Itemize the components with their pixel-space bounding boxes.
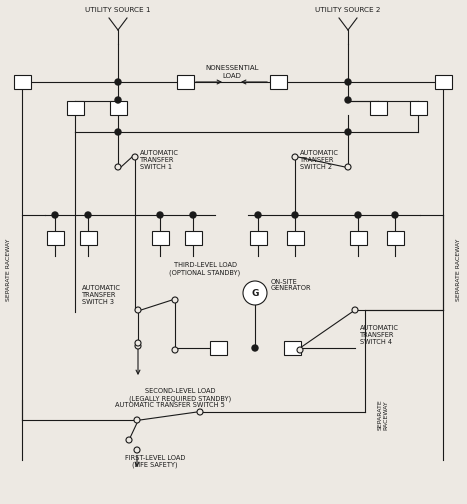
Text: AUTOMATIC
TRANSFER
SWITCH 1: AUTOMATIC TRANSFER SWITCH 1 [140,150,179,170]
Circle shape [243,281,267,305]
Bar [177,75,193,89]
Bar [283,341,300,355]
Circle shape [172,347,178,353]
Circle shape [157,212,163,218]
Circle shape [292,154,298,160]
Text: NONESSENTIAL
LOAD: NONESSENTIAL LOAD [205,66,259,79]
Text: SEPARATE RACEWAY: SEPARATE RACEWAY [455,239,460,301]
Circle shape [132,154,138,160]
Circle shape [352,307,358,313]
Text: SECOND-LEVEL LOAD
(LEGALLY REQUIRED STANDBY): SECOND-LEVEL LOAD (LEGALLY REQUIRED STAN… [129,388,231,402]
Circle shape [252,345,258,351]
Bar [47,231,64,245]
Circle shape [52,212,58,218]
Text: FIRST-LEVEL LOAD
(LIFE SAFETY): FIRST-LEVEL LOAD (LIFE SAFETY) [125,455,185,469]
Circle shape [345,97,351,103]
Text: AUTOMATIC
TRANSFER
SWITCH 2: AUTOMATIC TRANSFER SWITCH 2 [300,150,339,170]
Circle shape [172,297,178,303]
Text: UTILITY SOURCE 1: UTILITY SOURCE 1 [85,7,151,13]
Circle shape [345,129,351,135]
Text: ON-SITE
GENERATOR: ON-SITE GENERATOR [271,279,311,291]
Bar [249,231,267,245]
Circle shape [115,97,121,103]
Bar [109,101,127,115]
Bar [151,231,169,245]
Bar [79,231,97,245]
Text: G: G [251,288,259,297]
Circle shape [197,409,203,415]
Circle shape [190,212,196,218]
Bar [349,231,367,245]
Circle shape [135,340,141,346]
Circle shape [355,212,361,218]
Circle shape [85,212,91,218]
Circle shape [135,307,141,313]
Text: AUTOMATIC
TRANSFER
SWITCH 4: AUTOMATIC TRANSFER SWITCH 4 [360,325,399,345]
Text: UTILITY SOURCE 2: UTILITY SOURCE 2 [315,7,381,13]
Text: SEPARATE
RACEWAY: SEPARATE RACEWAY [378,400,389,430]
Circle shape [255,212,261,218]
Circle shape [292,212,298,218]
Circle shape [345,79,351,85]
Circle shape [115,129,121,135]
Bar [434,75,452,89]
Bar [369,101,387,115]
Circle shape [115,164,121,170]
Bar [210,341,226,355]
Circle shape [134,447,140,453]
Circle shape [345,164,351,170]
Bar [410,101,426,115]
Bar [66,101,84,115]
Circle shape [115,79,121,85]
Text: AUTOMATIC
TRANSFER
SWITCH 3: AUTOMATIC TRANSFER SWITCH 3 [82,285,121,305]
Bar [387,231,403,245]
Bar [269,75,286,89]
Circle shape [297,347,303,353]
Circle shape [135,343,141,349]
Text: AUTOMATIC TRANSFER SWITCH 5: AUTOMATIC TRANSFER SWITCH 5 [115,402,225,408]
Circle shape [126,437,132,443]
Circle shape [134,417,140,423]
Bar [14,75,30,89]
Bar [286,231,304,245]
Bar [184,231,201,245]
Text: THIRD-LEVEL LOAD
(OPTIONAL STANDBY): THIRD-LEVEL LOAD (OPTIONAL STANDBY) [170,262,241,276]
Text: SEPARATE RACEWAY: SEPARATE RACEWAY [7,239,12,301]
Circle shape [392,212,398,218]
